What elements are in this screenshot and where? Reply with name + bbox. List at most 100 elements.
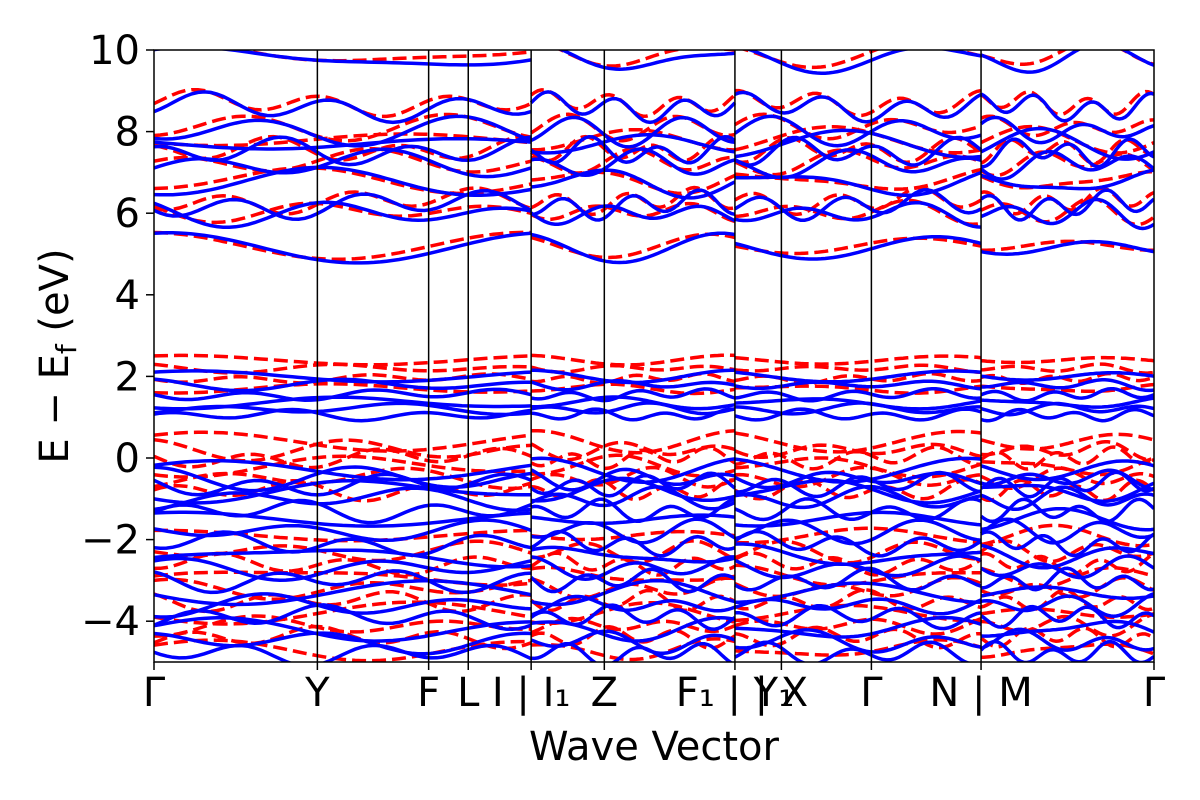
series-a-band-line — [734, 200, 982, 229]
series-a-band-line — [154, 556, 532, 582]
series-b-band-line — [734, 354, 982, 366]
series-b-band-line — [980, 382, 1154, 394]
series-a-band-line — [530, 133, 736, 155]
series-b-band-line — [531, 637, 736, 662]
series-b-band-line — [154, 382, 532, 395]
series-a-band-line — [734, 90, 982, 124]
series-a-band-line — [734, 470, 982, 499]
x-tick-label: | X — [755, 670, 809, 716]
series-a-band-line — [981, 378, 1154, 393]
x-axis-title: Wave Vector — [529, 724, 780, 770]
bands-group — [154, 50, 1154, 662]
series-a-band-line — [980, 407, 1154, 423]
x-tick-label: I | I₁ — [492, 670, 571, 716]
series-b-band-line — [734, 477, 982, 501]
series-a-band-line — [734, 597, 982, 616]
series-a-band-line — [980, 188, 1154, 222]
series-a-band-line — [154, 135, 532, 167]
series-b-band-line — [734, 148, 982, 177]
series-b-band-line — [980, 607, 1154, 619]
series-b-band-line — [734, 236, 982, 256]
series-a-band-line — [734, 369, 982, 384]
series-b-band-line — [980, 439, 1154, 462]
y-tick-label: 6 — [115, 191, 140, 237]
series-b-band-line — [734, 445, 982, 471]
series-a-band-line — [981, 137, 1154, 169]
series-b-band-line — [530, 616, 736, 635]
series-b-band-line — [531, 382, 736, 396]
series-b-band-line — [531, 127, 735, 152]
series-b-band-line — [980, 362, 1154, 375]
series-a-band-line — [734, 518, 982, 546]
series-a-band-line — [980, 497, 1154, 524]
x-tick-label: Y — [304, 670, 330, 716]
series-a-band-line — [530, 387, 736, 403]
series-b-band-line — [154, 372, 532, 385]
series-b-band-line — [154, 638, 532, 662]
series-a-band-line — [530, 529, 736, 558]
series-a-band-line — [745, 50, 982, 75]
series-b-band-line — [530, 600, 736, 626]
series-a-band-line — [981, 481, 1154, 503]
series-a-band-line — [980, 543, 1154, 570]
series-a-band-line — [530, 594, 736, 617]
series-b-band-line — [734, 456, 982, 479]
series-a-band-line — [530, 147, 736, 178]
series-a-band-line — [529, 567, 736, 594]
series-a-band-line — [734, 234, 982, 261]
series-a-band-line — [734, 554, 982, 580]
series-a-band-line — [734, 379, 982, 391]
series-b-band-line — [734, 551, 983, 577]
series-a-band-line — [980, 470, 1154, 499]
series-a-band-line — [734, 615, 982, 639]
x-tick-label: Γ — [1143, 670, 1166, 716]
series-a-band-line — [734, 456, 982, 484]
series-b-band-line — [734, 363, 982, 375]
x-tick-label: L — [457, 670, 480, 716]
series-a-band-line — [734, 542, 982, 566]
series-b-band-line — [530, 232, 736, 260]
series-b-band-line — [530, 529, 736, 542]
series-b-band-line — [154, 230, 532, 262]
series-a-band-line — [734, 566, 982, 592]
series-b-band-line — [734, 88, 982, 118]
series-b-band-line — [154, 430, 532, 453]
y-axis-ticks: 10 8 6 4 2 0 −2 −4 — [81, 28, 154, 645]
x-tick-label: F₁ | Y₁ — [676, 670, 794, 716]
series-a-band-line — [530, 545, 736, 564]
series-a-band-line — [530, 407, 736, 422]
y-tick-label: 8 — [115, 110, 140, 156]
series-a-band-line — [980, 401, 1154, 417]
series-b-band-line — [530, 363, 736, 374]
series-b-band-line — [154, 570, 532, 587]
y-axis-title-main: E − E — [32, 354, 78, 464]
series-b-band-line — [154, 614, 532, 638]
series-a-band-line — [734, 478, 982, 505]
series-a-band-line — [529, 90, 737, 125]
x-tick-label: Γ — [143, 670, 166, 716]
kpoint-dividers — [316, 50, 982, 662]
y-tick-label: 10 — [89, 28, 140, 74]
series-a-band-line — [530, 555, 735, 581]
series-a-band-line — [733, 135, 983, 167]
series-a-band-line — [557, 50, 736, 71]
series-b-band-line — [980, 551, 1154, 577]
series-b-band-line — [734, 136, 982, 165]
series-a-band-line — [734, 484, 982, 510]
series-b-band-line — [981, 239, 1154, 253]
x-tick-label: Γ — [860, 670, 883, 716]
series-b-band-line — [530, 440, 736, 462]
series-a-band-line — [531, 395, 736, 411]
y-tick-label: −2 — [81, 518, 140, 564]
series-a-band-line — [530, 467, 736, 492]
series-a-band-line — [734, 510, 982, 528]
x-tick-label: F — [417, 670, 440, 716]
y-tick-label: −4 — [81, 599, 140, 645]
series-b-band-line — [980, 169, 1154, 190]
series-a-band-line — [980, 585, 1154, 601]
series-a-band-line — [980, 370, 1154, 382]
y-tick-label: 0 — [115, 436, 140, 482]
series-b-band-line — [734, 465, 982, 489]
series-b-band-line — [232, 50, 532, 63]
series-a-band-line — [981, 566, 1154, 592]
